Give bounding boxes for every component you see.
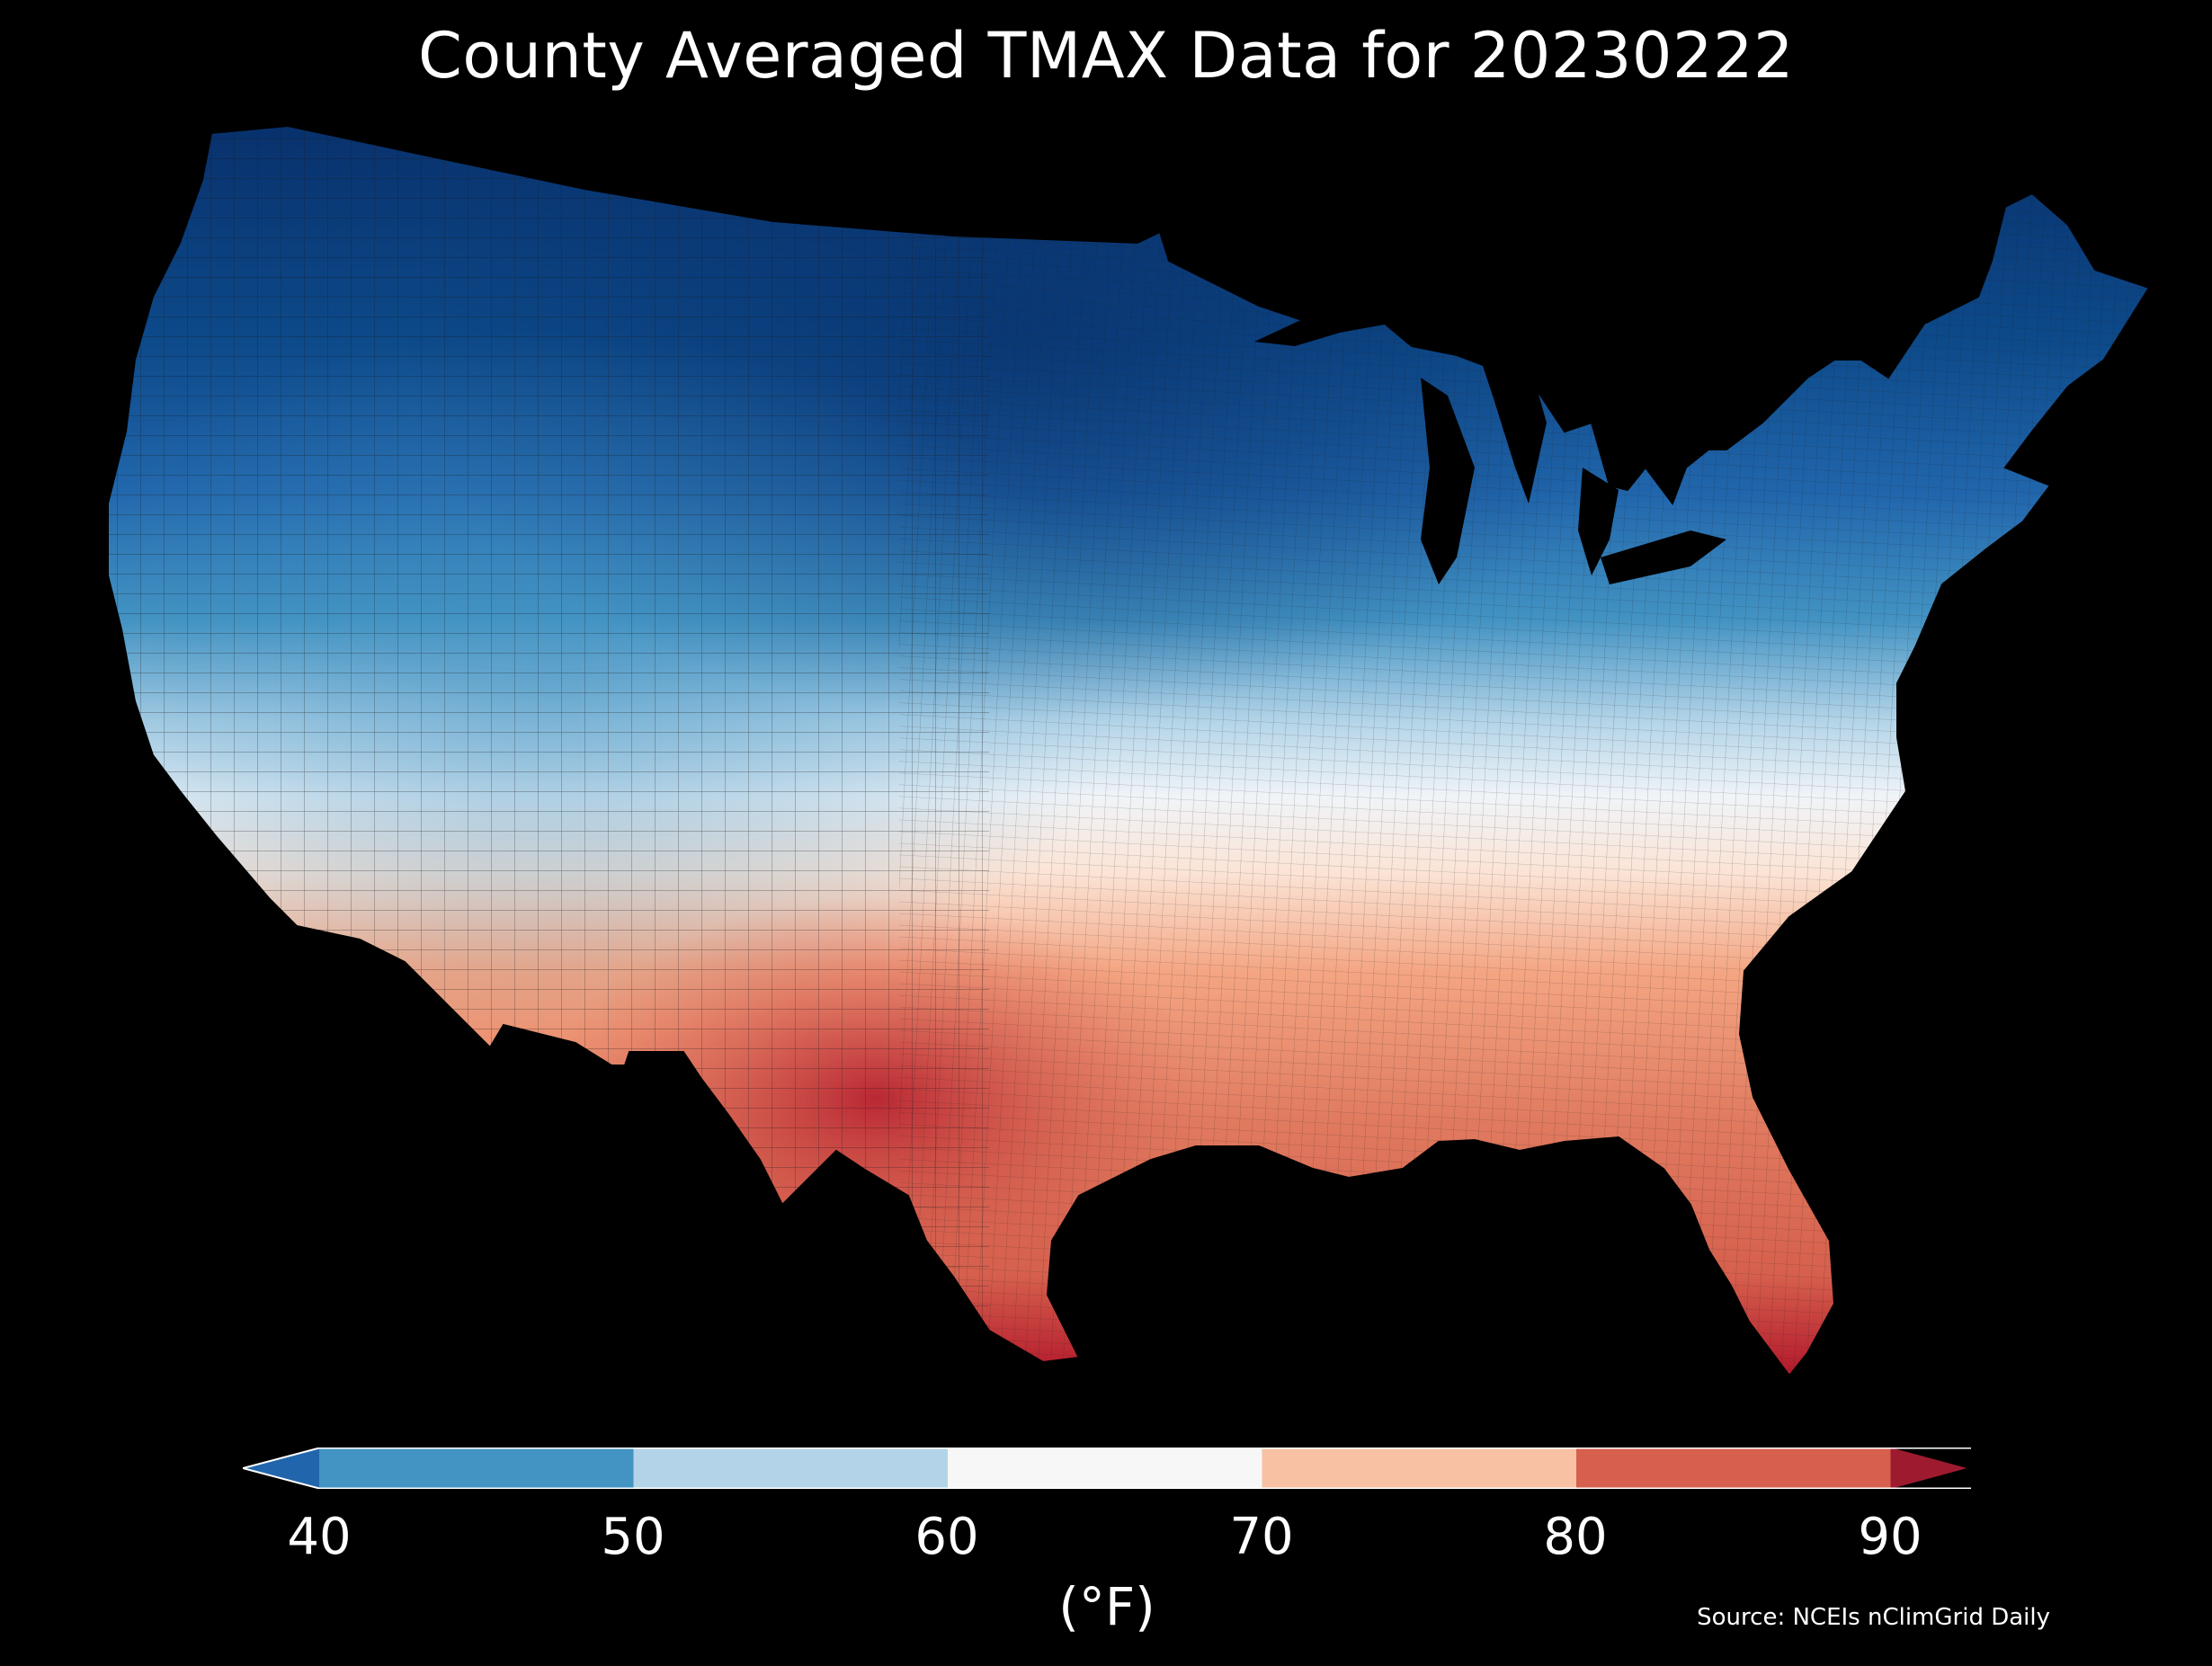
us-counties-fill bbox=[108, 126, 2149, 1376]
colorbar-tick-label: 60 bbox=[914, 1508, 979, 1566]
colorbar-tick-label: 70 bbox=[1229, 1508, 1294, 1566]
colorbar-unit-label: (°F) bbox=[1058, 1576, 1155, 1637]
us-outline bbox=[107, 124, 2151, 1377]
colorbar-segment bbox=[948, 1448, 1262, 1489]
colorbar-segment bbox=[1262, 1448, 1576, 1489]
colorbar-segment bbox=[1576, 1448, 1891, 1489]
colorbar-tick-label: 90 bbox=[1858, 1508, 1922, 1566]
colorbar-segment bbox=[319, 1448, 634, 1489]
chart-title: County Averaged TMAX Data for 20230222 bbox=[417, 19, 1795, 93]
county-temperature-map bbox=[107, 124, 2151, 1377]
colorbar-extend-high bbox=[1890, 1448, 1967, 1489]
colorbar-tick-label: 80 bbox=[1543, 1508, 1608, 1566]
colorbar-tick-label: 50 bbox=[601, 1508, 665, 1566]
source-credit: Source: NCEIs nClimGrid Daily bbox=[1697, 1604, 2050, 1631]
great-lakes bbox=[1254, 301, 1726, 584]
colorbar bbox=[243, 1448, 1971, 1489]
colorbar-extend-low bbox=[243, 1448, 319, 1489]
colorbar-segment bbox=[633, 1448, 948, 1489]
colorbar-tick-label: 40 bbox=[287, 1508, 352, 1566]
colorbar-outline bbox=[243, 1448, 1971, 1489]
